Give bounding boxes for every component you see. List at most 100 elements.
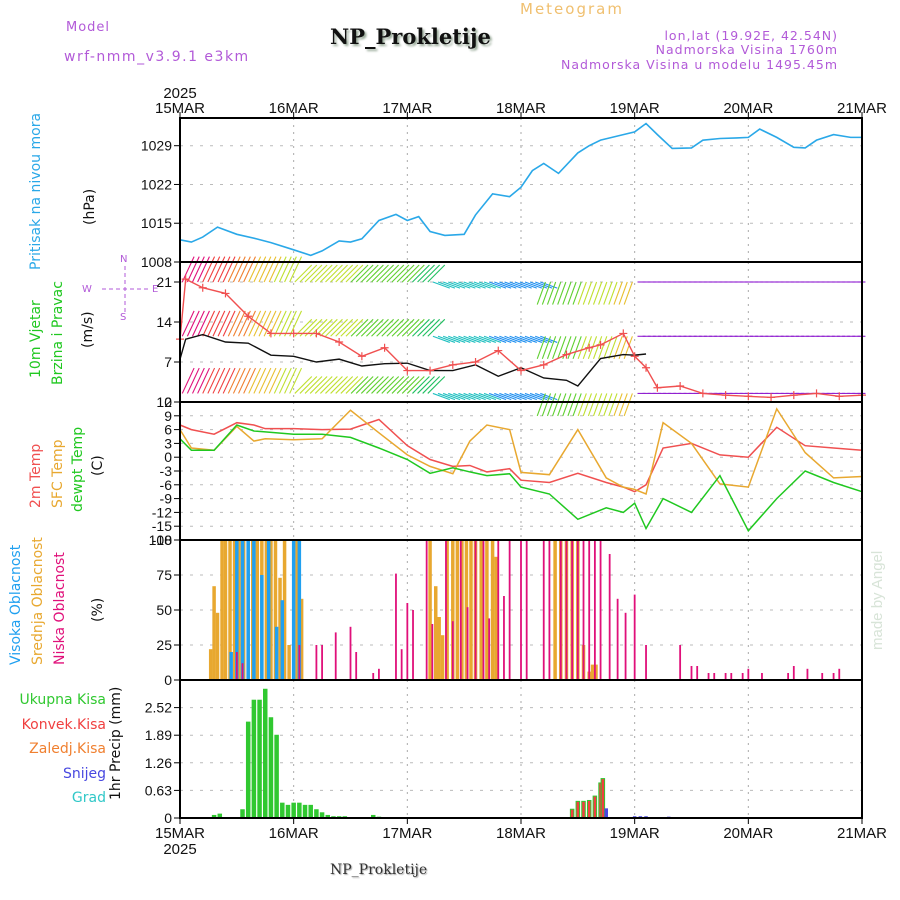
model-elevation-label: Nadmorska Visina u modelu 1495.45m [561,57,838,72]
niska-oblacnost-bar [821,673,824,680]
wind-vector [412,318,430,337]
niska-oblacnost-bar [412,610,414,680]
watermark-text: made by Angel [869,551,886,650]
wind-vector [273,367,287,394]
x-tick-label-top: 19MAR [610,100,660,117]
precip-legend: Ukupna Kisa Konvek.Kisa Zaledj.Kisa Snij… [19,688,106,811]
x-tick-label-bottom: 20MAR [723,825,773,842]
srednja-oblacnost-bar [273,540,278,680]
y-tick-label: 7 [164,354,172,370]
axes: 1008101510221029071421-18-15-12-9-6-3036… [141,85,887,858]
srednja-oblacnost-bar [437,617,441,680]
srednja-oblacnost-bar [464,540,469,680]
y-tick-label: 75 [156,567,172,583]
y-tick-label: 1.26 [145,755,172,771]
wind-vector [623,281,633,305]
wind-vector [314,264,333,283]
wind-vector [468,392,486,401]
niska-oblacnost-bar [645,645,647,680]
x-tick-label-top: 15MAR [155,100,205,117]
niska-oblacnost-bar [372,673,375,680]
gust-marker [789,391,798,400]
niska-oblacnost-bar [235,652,238,680]
model-label: Model [66,20,111,35]
wind-vector [238,367,251,394]
wind-vector [207,256,221,283]
srednja-oblacnost-bar [440,635,445,680]
ukupna-kisa-bar [240,809,245,818]
wind-vector [592,336,603,360]
wind-vector [541,281,552,305]
niska-oblacnost-bar [321,645,323,680]
niska-oblacnost-bar [599,540,602,680]
wind-vector [473,281,491,289]
wind-vector [608,393,618,417]
wind-vector [552,393,562,417]
wind-vector [448,281,466,289]
ukupna-kisa-bar [308,804,313,818]
niska-oblacnost-bar [548,540,551,680]
wind-vector [345,376,364,394]
wind-vector [335,376,354,394]
gust-marker [767,393,776,402]
ukupna-kisa-bar [314,809,319,818]
niska-oblacnost-bar [741,673,744,680]
srednja-oblacnost-bar [278,577,282,680]
compass-east: E [152,284,159,295]
konvek-kisa-bar [581,800,586,819]
gust-marker [448,360,457,369]
wind-vector [504,281,522,289]
gust-marker [619,329,628,338]
wind-vector [412,376,430,394]
gust-marker [653,383,662,392]
y-tick-label: 0 [164,672,172,688]
x-tick-label-bottom: 16MAR [269,825,319,842]
niska-oblacnost-bar [378,668,380,680]
wind-vector [504,335,522,343]
y-tick-label: 21 [156,274,172,290]
niska-oblacnost-bar [406,603,409,680]
x-tick-label-bottom: 17MAR [382,825,432,842]
konvek-kisa-bar [592,795,598,819]
niska-oblacnost-bar [593,540,596,680]
gust-marker [517,366,525,375]
konvek-kisa-bar [586,799,592,819]
konvek-kisa-bar [600,778,606,819]
gust-marker [312,329,321,338]
niska-oblacnost-bar [349,626,352,680]
srednja-oblacnost-bar [215,612,220,680]
wind-vector [613,336,623,360]
y-tick-label: -18 [152,532,172,548]
niska-oblacnost-bar [724,673,727,680]
niska-oblacnost-bar [355,652,358,680]
wind-vector [453,392,471,401]
wind-vector [330,318,348,337]
niska-oblacnost-bar [395,573,397,680]
wind-vector [432,281,451,289]
wind-vector [562,393,572,417]
konvek-kisa-bar [569,808,575,819]
model-version: wrf-nmm_v3.9.1 e3km [64,49,250,65]
niska-oblacnost-bar [497,540,500,680]
compass-north: N [120,254,128,265]
wind-vector [557,393,567,417]
wind-vector [289,256,303,283]
dewpt-temp-line [179,424,863,533]
wind-vector [289,367,303,394]
wind-vector [366,376,384,394]
ukupna-kisa-bar [245,721,251,818]
niska-oblacnost-bar [608,554,611,680]
wind-vector [217,310,231,337]
gust-marker [471,358,480,366]
wind-vector [181,310,195,337]
niska-oblacnost-bar [466,607,469,680]
srednja-oblacnost-bar [485,540,489,680]
wind-vector [417,318,435,337]
wind-vector [442,281,461,289]
gust-marker [539,360,548,369]
srednja-oblacnost-bar [264,540,269,680]
wind-vector [335,318,354,337]
wind-vector [592,393,603,417]
gust-marker [585,343,594,352]
x-tick-label-bottom: 19MAR [610,825,660,842]
